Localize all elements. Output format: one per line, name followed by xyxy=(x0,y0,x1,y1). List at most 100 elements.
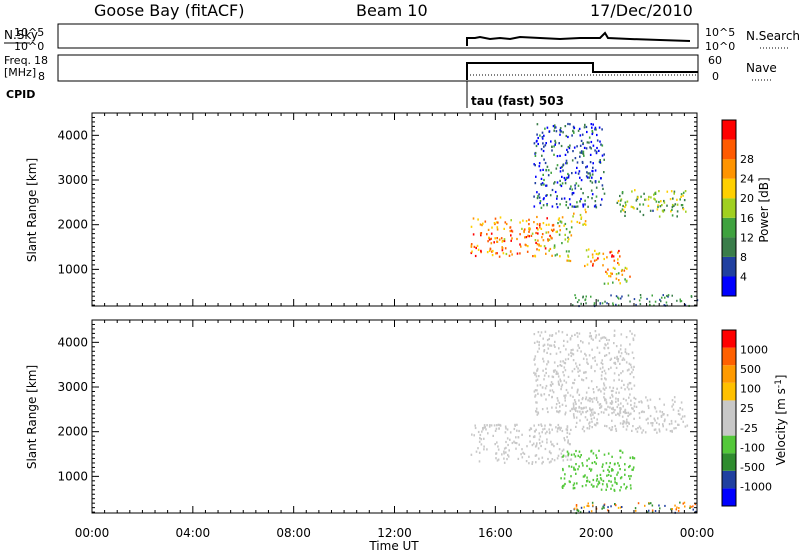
power-cell xyxy=(573,205,575,208)
vel-cell xyxy=(575,402,577,406)
vel-cell xyxy=(616,473,618,476)
power-cell xyxy=(566,162,568,165)
vel-cell xyxy=(590,483,593,486)
power-cell xyxy=(565,204,567,207)
power-cell xyxy=(584,220,587,223)
vel-cell xyxy=(587,502,589,505)
power-cell xyxy=(567,254,569,257)
power-cell xyxy=(533,221,535,224)
vel-cell xyxy=(552,369,555,372)
vel-cell xyxy=(544,447,547,451)
vel-cell xyxy=(596,346,599,349)
vel-cell xyxy=(571,334,573,337)
vel-cell xyxy=(573,407,575,410)
power-cell xyxy=(547,231,550,234)
power-cell xyxy=(558,142,560,145)
vel-cell xyxy=(477,430,480,434)
vel-cell xyxy=(583,430,586,433)
vel-cell xyxy=(588,427,591,430)
power-cell xyxy=(591,169,593,173)
power-cell xyxy=(574,157,577,160)
power-cell xyxy=(566,148,568,151)
vel-cell xyxy=(537,392,539,395)
vel-cell xyxy=(558,411,560,414)
power-cell xyxy=(536,139,538,142)
power-cell xyxy=(563,197,566,200)
power-cell xyxy=(545,184,547,187)
vel-cell xyxy=(531,444,534,447)
power-cell xyxy=(682,194,684,197)
power-cell xyxy=(540,244,542,248)
power-cell xyxy=(605,270,607,273)
power-cell xyxy=(612,281,614,284)
vel-cell xyxy=(577,367,579,370)
power-cell xyxy=(490,232,493,235)
power-cell xyxy=(537,232,539,235)
vel-cell xyxy=(578,393,581,396)
vel-cell xyxy=(559,364,561,367)
vel-cell xyxy=(478,440,481,443)
vel-cell xyxy=(474,426,477,430)
vel-cell xyxy=(593,485,595,488)
vel-cell xyxy=(603,382,605,385)
vel-cell xyxy=(612,408,615,411)
vel-cell xyxy=(620,486,622,489)
vel-cell xyxy=(638,425,641,428)
power-cell xyxy=(667,294,670,297)
power-cell xyxy=(599,203,602,206)
vel-cell xyxy=(653,417,656,420)
vel-cell xyxy=(573,487,576,490)
vel-cell xyxy=(583,371,585,374)
vel-cell xyxy=(627,414,629,418)
power-cell xyxy=(539,202,541,205)
vel-cell xyxy=(611,419,613,422)
power-cell xyxy=(568,198,571,201)
vel-cell xyxy=(538,347,540,350)
vel-cell xyxy=(616,355,618,358)
vel-cell xyxy=(569,394,572,397)
vel-cell xyxy=(560,456,563,459)
power-colorbar-tick: 16 xyxy=(740,212,754,225)
power-cell xyxy=(629,300,631,303)
vel-cell xyxy=(626,485,628,488)
vel-cell xyxy=(598,388,601,391)
power-cell xyxy=(546,204,548,207)
power-cell xyxy=(589,174,592,177)
colorbar-segment xyxy=(722,400,736,419)
vel-cell xyxy=(629,464,631,468)
vel-cell xyxy=(528,462,530,465)
power-cell xyxy=(565,159,568,162)
vel-cell xyxy=(559,405,561,408)
vel-cell xyxy=(622,422,625,425)
power-cell xyxy=(595,252,598,255)
vel-cell xyxy=(548,428,550,431)
vel-cell xyxy=(474,424,476,427)
power-cell xyxy=(523,230,525,234)
power-cell xyxy=(589,172,591,175)
power-cell xyxy=(599,140,601,143)
power-cell xyxy=(623,269,626,272)
vel-cell xyxy=(591,398,593,401)
vel-cell xyxy=(598,480,600,483)
vel-cell xyxy=(649,414,652,418)
power-cell xyxy=(551,205,554,208)
power-cell xyxy=(632,206,634,209)
vel-cell xyxy=(592,504,594,507)
power-cell xyxy=(498,255,501,258)
vel-cell xyxy=(632,466,635,469)
vel-cell xyxy=(556,442,559,445)
y-tick-label: 2000 xyxy=(57,218,88,232)
vel-cell xyxy=(505,451,507,454)
vel-cell xyxy=(582,341,584,344)
vel-cell xyxy=(607,413,610,416)
vel-cell xyxy=(542,357,544,360)
power-cell xyxy=(545,252,547,255)
vel-cell xyxy=(575,365,578,368)
vel-cell xyxy=(556,430,559,433)
power-cell xyxy=(574,171,577,174)
nsearch-label: N.Search xyxy=(746,29,800,43)
power-cell xyxy=(663,201,666,204)
vel-cell xyxy=(613,411,615,414)
power-cell xyxy=(626,267,628,270)
